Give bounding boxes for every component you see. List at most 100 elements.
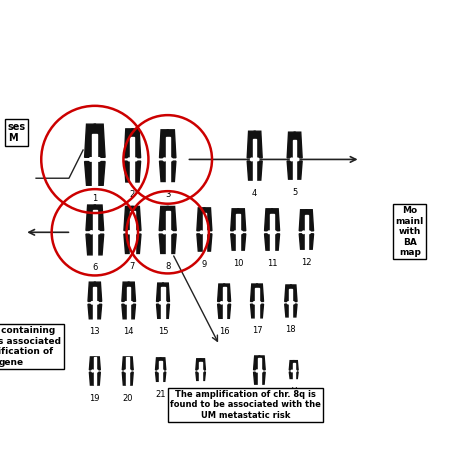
Bar — [159, 361, 162, 384]
Polygon shape — [254, 356, 261, 370]
Polygon shape — [289, 372, 295, 379]
Polygon shape — [293, 132, 302, 158]
Circle shape — [128, 158, 131, 161]
Polygon shape — [127, 372, 133, 385]
Polygon shape — [292, 372, 298, 379]
Polygon shape — [127, 304, 136, 319]
Polygon shape — [290, 285, 297, 301]
Circle shape — [292, 302, 294, 304]
Polygon shape — [285, 285, 292, 301]
Polygon shape — [270, 209, 280, 231]
Polygon shape — [258, 372, 265, 384]
Bar — [258, 358, 261, 386]
Polygon shape — [223, 304, 231, 319]
Circle shape — [164, 301, 166, 304]
Polygon shape — [130, 161, 141, 182]
Polygon shape — [165, 234, 176, 254]
Circle shape — [169, 231, 173, 234]
Bar — [93, 287, 97, 324]
Circle shape — [89, 158, 93, 161]
Polygon shape — [305, 234, 314, 249]
Polygon shape — [197, 234, 206, 251]
Circle shape — [128, 231, 131, 234]
Polygon shape — [247, 161, 256, 180]
Polygon shape — [124, 207, 135, 230]
Circle shape — [288, 302, 290, 304]
Polygon shape — [159, 207, 170, 230]
Text: 12: 12 — [301, 258, 311, 267]
Polygon shape — [93, 205, 104, 230]
Polygon shape — [299, 234, 308, 249]
Circle shape — [308, 231, 310, 234]
Polygon shape — [287, 161, 296, 179]
Polygon shape — [122, 304, 130, 319]
Bar — [202, 213, 206, 257]
Circle shape — [254, 301, 255, 304]
Circle shape — [96, 301, 99, 304]
Circle shape — [130, 301, 132, 304]
Text: 2: 2 — [130, 191, 135, 200]
Circle shape — [198, 370, 200, 372]
Circle shape — [134, 158, 137, 161]
Circle shape — [291, 370, 293, 372]
Bar — [130, 211, 135, 258]
Polygon shape — [196, 359, 202, 370]
Polygon shape — [86, 205, 97, 230]
Polygon shape — [223, 284, 231, 301]
Bar — [166, 137, 170, 189]
Circle shape — [91, 301, 93, 304]
Circle shape — [295, 370, 296, 372]
Polygon shape — [290, 304, 297, 317]
Polygon shape — [130, 234, 141, 254]
Polygon shape — [85, 162, 97, 185]
Text: Y: Y — [291, 387, 296, 396]
Bar — [93, 210, 97, 260]
Circle shape — [240, 231, 242, 234]
Polygon shape — [93, 304, 101, 319]
Circle shape — [97, 231, 100, 234]
Polygon shape — [251, 304, 259, 318]
Text: The amplification of chr. 8q is
found to be associated with the
UM metastatic ri: The amplification of chr. 8q is found to… — [170, 390, 321, 419]
Circle shape — [268, 231, 271, 234]
Circle shape — [162, 370, 164, 372]
Circle shape — [226, 301, 228, 304]
Polygon shape — [155, 358, 162, 370]
Circle shape — [96, 370, 98, 372]
Polygon shape — [247, 131, 256, 158]
Polygon shape — [162, 283, 170, 301]
Polygon shape — [93, 357, 100, 370]
Bar — [165, 211, 170, 258]
Polygon shape — [237, 209, 246, 231]
Polygon shape — [85, 124, 97, 157]
Polygon shape — [122, 357, 129, 370]
Text: 16: 16 — [219, 327, 229, 336]
Polygon shape — [155, 372, 162, 382]
Bar — [292, 364, 295, 382]
Polygon shape — [159, 234, 170, 254]
Circle shape — [302, 231, 305, 234]
Text: 10: 10 — [233, 259, 244, 268]
Text: 19: 19 — [90, 393, 100, 402]
Polygon shape — [293, 161, 302, 179]
Circle shape — [273, 231, 276, 234]
Circle shape — [97, 158, 100, 161]
Polygon shape — [253, 161, 262, 180]
Circle shape — [163, 231, 166, 234]
Circle shape — [125, 370, 127, 372]
Polygon shape — [231, 234, 240, 250]
Polygon shape — [90, 357, 96, 370]
Circle shape — [251, 158, 253, 161]
Polygon shape — [130, 129, 141, 158]
Polygon shape — [255, 284, 264, 301]
Polygon shape — [88, 304, 97, 319]
Polygon shape — [251, 284, 259, 301]
Polygon shape — [92, 124, 105, 157]
Text: 1: 1 — [92, 194, 98, 203]
Text: 18: 18 — [285, 325, 296, 334]
Text: 21: 21 — [155, 390, 166, 399]
Polygon shape — [166, 130, 176, 158]
Polygon shape — [159, 372, 166, 382]
Polygon shape — [264, 234, 274, 250]
Polygon shape — [289, 361, 295, 370]
Bar — [127, 357, 129, 385]
